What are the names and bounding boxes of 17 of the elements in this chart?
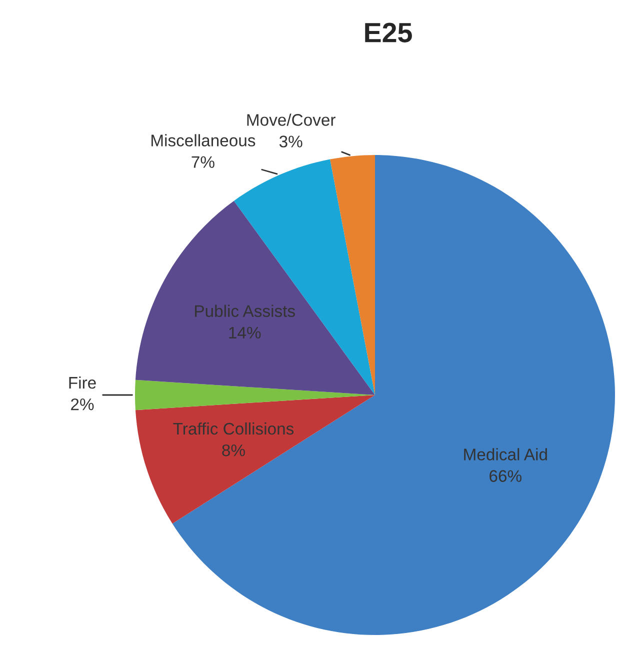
slice-label: Fire (69, 376, 96, 389)
slice-label: Medical Aid (464, 448, 547, 460)
pie-slice (330, 155, 375, 395)
slice-label: Traffic Collisions (173, 422, 294, 435)
data-label: 7% (192, 156, 214, 168)
slice-label: Public Assists (195, 304, 295, 317)
slice-label: Move/Cover (247, 114, 336, 126)
chart-title: E25 (365, 22, 412, 42)
pie-slice (135, 395, 375, 524)
data-label: 8% (222, 444, 245, 456)
data-label: 66% (490, 470, 522, 482)
data-label: 3% (279, 136, 302, 148)
slice-label: Miscellaneous (152, 134, 256, 146)
data-label: 14% (229, 326, 261, 339)
pie-slice (172, 155, 615, 635)
pie-slice (135, 200, 375, 395)
data-label: 2% (71, 398, 94, 410)
